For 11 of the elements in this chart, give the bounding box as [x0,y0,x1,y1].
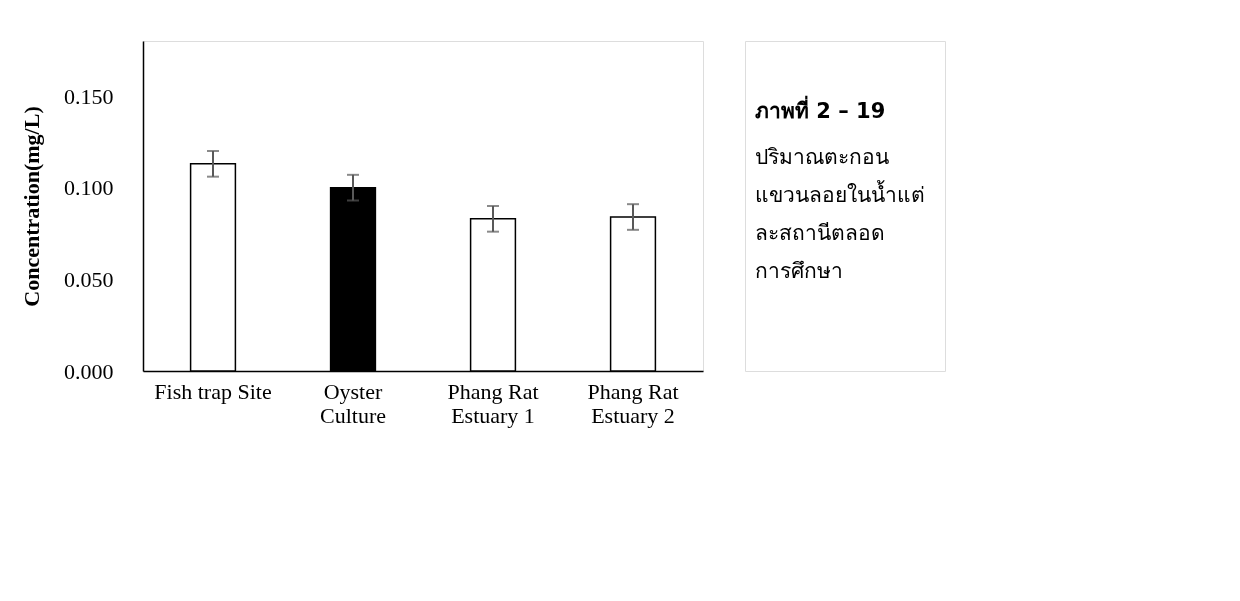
y-tick-label: 0.100 [64,175,114,201]
x-tick-label: Phang Rat Estuary 1 [447,378,539,428]
x-tick-label: Oyster Culture [320,378,386,428]
text: ปริมาณตะกอน แขวนลอยในน้ำแต่ ละสถานีตลอด การศึกษา [755,145,925,283]
y-tick-label: 0.000 [64,358,114,384]
y-tick-label: 0.050 [64,266,114,292]
y-tick-label: 0.150 [64,83,114,109]
text: ภาพที่ 2 – 19 [755,95,886,123]
x-tick-label: Phang Rat Estuary 2 [587,378,679,428]
x-tick-label: Fish trap Site [154,378,272,404]
y-axis-title: Concentration(mg/L) [19,106,44,307]
